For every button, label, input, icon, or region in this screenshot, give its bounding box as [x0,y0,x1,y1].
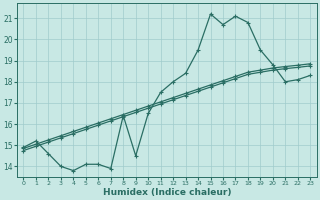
X-axis label: Humidex (Indice chaleur): Humidex (Indice chaleur) [103,188,231,197]
